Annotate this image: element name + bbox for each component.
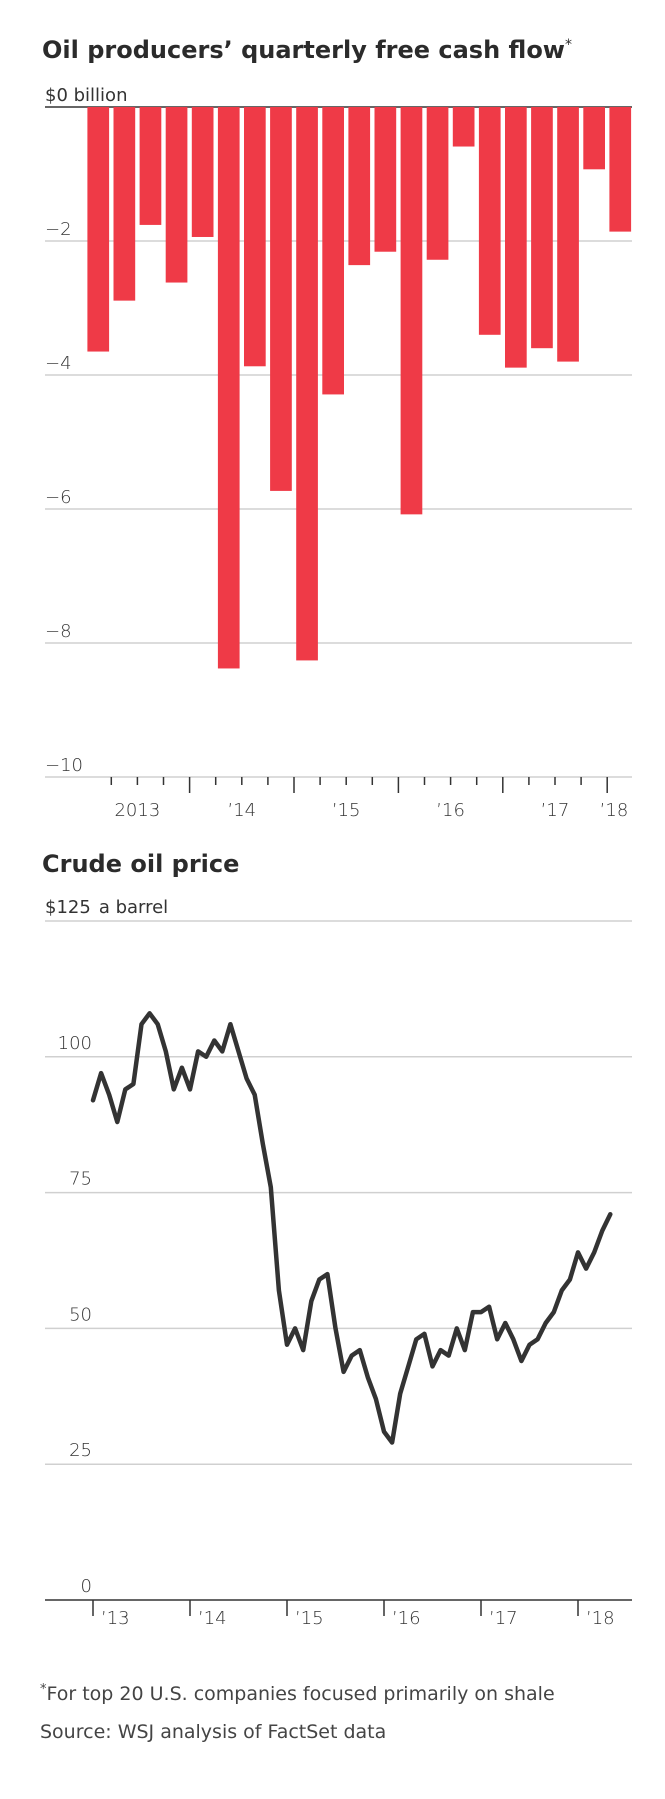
bar — [113, 107, 136, 301]
y-tick-label: 25 — [69, 1440, 92, 1461]
y-tick-label: −6 — [45, 487, 72, 508]
bar — [400, 107, 423, 515]
y-tick-label: −8 — [45, 621, 72, 642]
bar — [505, 107, 527, 368]
chart1-title-mark: * — [565, 37, 572, 53]
y-tick-label: −10 — [45, 755, 83, 776]
bar — [87, 107, 110, 352]
x-tick-label: ’14 — [198, 1608, 227, 1629]
footnote: *For top 20 U.S. companies focused prima… — [40, 1682, 555, 1705]
bar — [531, 107, 553, 349]
bar — [191, 107, 214, 237]
bar — [426, 107, 449, 260]
bar — [244, 107, 266, 367]
footnote-text: For top 20 U.S. companies focused primar… — [47, 1683, 555, 1705]
price-line — [90, 1011, 613, 1445]
chart2-title: Crude oil price — [42, 850, 239, 878]
y-tick-label: −4 — [45, 353, 72, 374]
bar — [609, 107, 632, 232]
y-unit-text: a barrel — [99, 897, 168, 918]
y-tick-label: −2 — [45, 219, 72, 240]
bar — [139, 107, 162, 225]
x-tick-label: ’18 — [600, 800, 629, 821]
y-tick-label: $0 billion — [45, 85, 127, 106]
chart2-line — [90, 1011, 613, 1445]
source-note: Source: WSJ analysis of FactSet data — [40, 1721, 386, 1743]
chart1-bars — [87, 107, 632, 669]
bar — [217, 107, 240, 669]
chart1-title: Oil producers’ quarterly free cash flow* — [42, 36, 572, 64]
bar — [270, 107, 292, 491]
y-axis-unit-label: $125 a barrel — [45, 897, 168, 918]
x-tick-label: ’15 — [332, 800, 361, 821]
y-tick-label: 0 — [81, 1576, 92, 1597]
y-tick-label: $125 — [45, 897, 91, 918]
x-tick-label: ’15 — [295, 1608, 324, 1629]
bar — [322, 107, 344, 395]
bar — [557, 107, 579, 362]
y-tick-label: 50 — [69, 1304, 92, 1325]
x-tick-label: 2013 — [114, 800, 160, 821]
x-tick-label: ’16 — [436, 800, 465, 821]
x-tick-label: ’16 — [392, 1608, 421, 1629]
bar — [374, 107, 397, 252]
x-tick-label: ’17 — [541, 800, 570, 821]
chart1-title-text: Oil producers’ quarterly free cash flow — [42, 36, 565, 64]
y-tick-label: 100 — [58, 1033, 92, 1054]
chart1-x-axis: 2013 ’14 ’15 ’16 ’17 ’18 — [45, 776, 632, 821]
bar — [165, 107, 188, 283]
bar — [478, 107, 501, 335]
footnote-mark: * — [40, 1682, 47, 1697]
x-tick-label: ’17 — [489, 1608, 518, 1629]
bar — [452, 107, 475, 147]
x-tick-label: ’13 — [101, 1608, 130, 1629]
bar — [583, 107, 605, 170]
bar — [296, 107, 318, 661]
chart2-gridlines: 0 25 50 75 100 $125 a barrel — [45, 897, 632, 1597]
chart2-x-axis: ’13 ’14 ’15 ’16 ’17 ’18 — [45, 1599, 632, 1629]
bar — [348, 107, 371, 266]
x-tick-label: ’18 — [586, 1608, 615, 1629]
y-tick-label: 75 — [69, 1169, 92, 1190]
x-tick-label: ’14 — [227, 800, 256, 821]
